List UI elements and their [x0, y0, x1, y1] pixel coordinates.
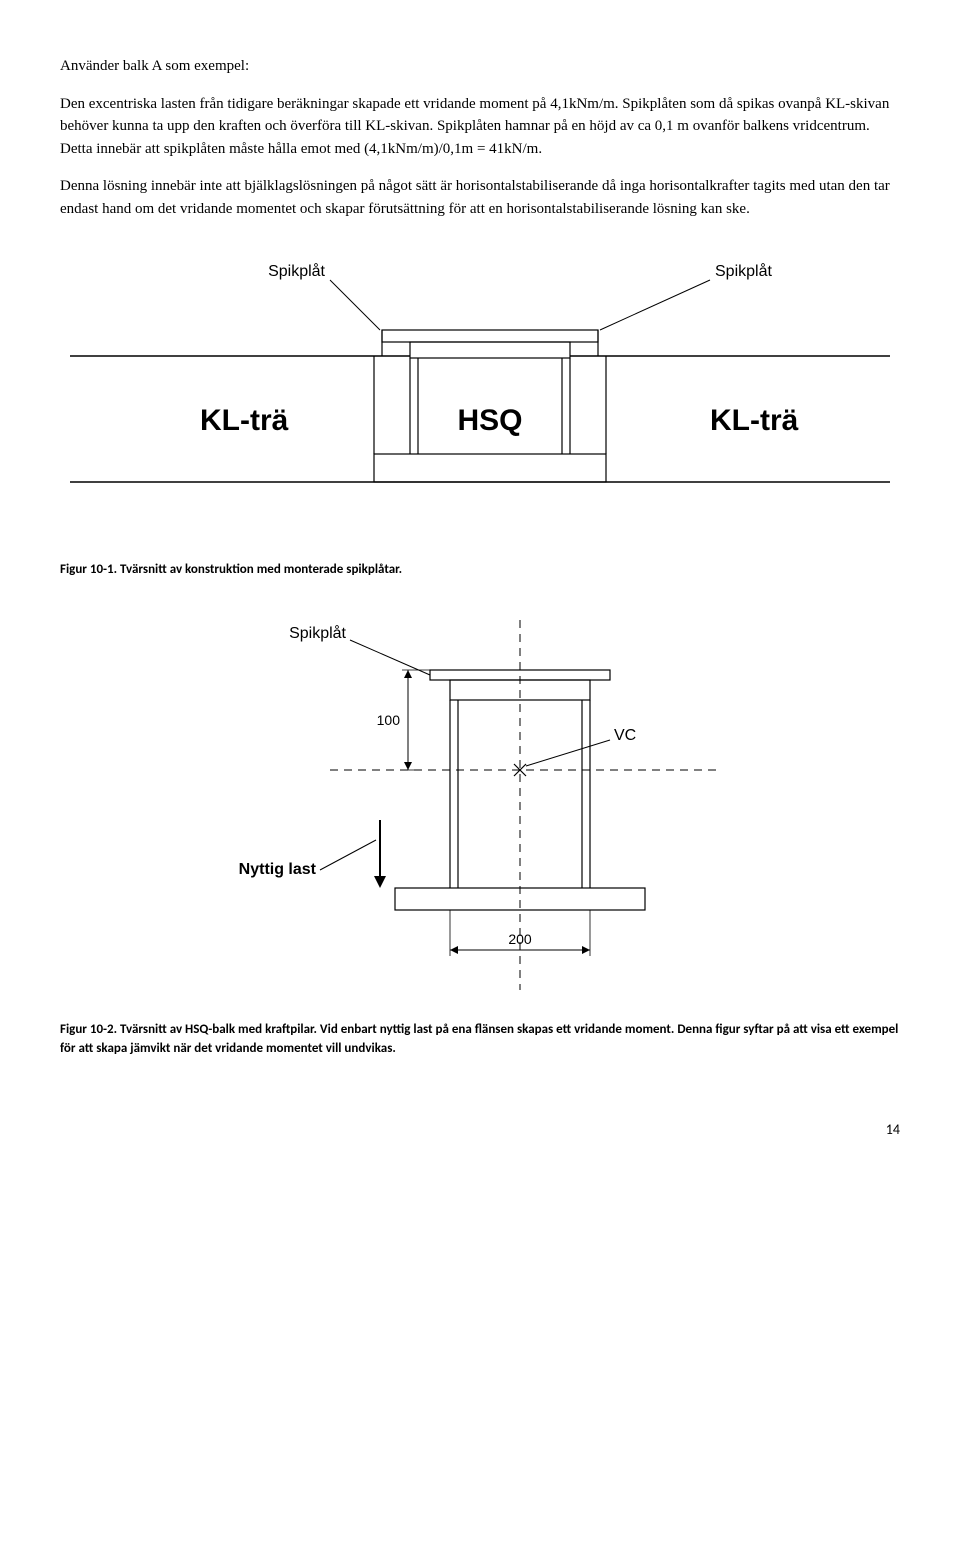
svg-text:Spikplåt: Spikplåt: [289, 624, 346, 642]
svg-text:200: 200: [508, 931, 532, 947]
page-number: 14: [60, 1119, 900, 1140]
svg-text:KL-trä: KL-trä: [710, 404, 799, 437]
paragraph-2: Denna lösning innebär inte att bjälklags…: [60, 175, 900, 220]
svg-text:Spikplåt: Spikplåt: [715, 262, 772, 280]
paragraph-1: Den excentriska lasten från tidigare ber…: [60, 93, 900, 161]
svg-text:HSQ: HSQ: [457, 404, 522, 437]
svg-text:VC: VC: [614, 727, 636, 744]
svg-text:KL-trä: KL-trä: [200, 404, 289, 437]
svg-text:100: 100: [377, 712, 401, 728]
svg-text:Nyttig last: Nyttig last: [239, 861, 317, 878]
figure-10-2: VC Spikplåt 100 200 Nyttig last: [60, 610, 900, 1010]
figure-10-1-svg: Spikplåt Spikplåt KL-trä HSQ KL-trä: [70, 250, 890, 550]
figure-10-1: Spikplåt Spikplåt KL-trä HSQ KL-trä: [60, 250, 900, 550]
section-heading: Använder balk A som exempel:: [60, 55, 900, 78]
figure-10-2-svg: VC Spikplåt 100 200 Nyttig last: [220, 610, 740, 1010]
figure-10-1-caption: Figur 10-1. Tvärsnitt av konstruktion me…: [60, 560, 900, 580]
figure-10-2-caption: Figur 10-2. Tvärsnitt av HSQ-balk med kr…: [60, 1020, 900, 1059]
svg-text:Spikplåt: Spikplåt: [268, 262, 325, 280]
